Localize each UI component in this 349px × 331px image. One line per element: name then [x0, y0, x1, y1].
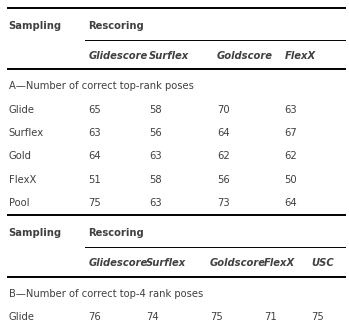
- Text: FlexX: FlexX: [264, 258, 296, 268]
- Text: 64: 64: [88, 151, 101, 162]
- Text: 62: 62: [217, 151, 230, 162]
- Text: B—Number of correct top-4 rank poses: B—Number of correct top-4 rank poses: [9, 289, 203, 299]
- Text: 50: 50: [284, 175, 297, 185]
- Text: 64: 64: [284, 198, 297, 208]
- Text: 63: 63: [88, 128, 101, 138]
- Text: 76: 76: [88, 312, 101, 322]
- Text: 51: 51: [88, 175, 101, 185]
- Text: Glidescore: Glidescore: [88, 258, 148, 268]
- Text: 70: 70: [217, 105, 230, 115]
- Text: Goldscore: Goldscore: [217, 51, 273, 61]
- Text: Surflex: Surflex: [149, 51, 190, 61]
- Text: Surflex: Surflex: [146, 258, 186, 268]
- Text: 63: 63: [149, 151, 162, 162]
- Text: Sampling: Sampling: [9, 228, 62, 238]
- Text: 71: 71: [264, 312, 277, 322]
- Text: 75: 75: [312, 312, 325, 322]
- Text: A—Number of correct top-rank poses: A—Number of correct top-rank poses: [9, 81, 194, 91]
- Text: 73: 73: [217, 198, 230, 208]
- Text: 56: 56: [217, 175, 230, 185]
- Text: 58: 58: [149, 175, 162, 185]
- Text: Surflex: Surflex: [9, 128, 44, 138]
- Text: Glide: Glide: [9, 105, 35, 115]
- Text: 64: 64: [217, 128, 230, 138]
- Text: Rescoring: Rescoring: [88, 228, 144, 238]
- Text: Glide: Glide: [9, 312, 35, 322]
- Text: 56: 56: [149, 128, 162, 138]
- Text: 62: 62: [284, 151, 297, 162]
- Text: Glidescore: Glidescore: [88, 51, 148, 61]
- Text: FlexX: FlexX: [284, 51, 316, 61]
- Text: Goldscore: Goldscore: [210, 258, 266, 268]
- Text: FlexX: FlexX: [9, 175, 36, 185]
- Text: 74: 74: [146, 312, 158, 322]
- Text: 58: 58: [149, 105, 162, 115]
- Text: 75: 75: [88, 198, 101, 208]
- Text: 75: 75: [210, 312, 223, 322]
- Text: 63: 63: [149, 198, 162, 208]
- Text: Rescoring: Rescoring: [88, 21, 144, 31]
- Text: USC: USC: [312, 258, 334, 268]
- Text: Pool: Pool: [9, 198, 29, 208]
- Text: 67: 67: [284, 128, 297, 138]
- Text: 63: 63: [284, 105, 297, 115]
- Text: Sampling: Sampling: [9, 21, 62, 31]
- Text: Gold: Gold: [9, 151, 32, 162]
- Text: 65: 65: [88, 105, 101, 115]
